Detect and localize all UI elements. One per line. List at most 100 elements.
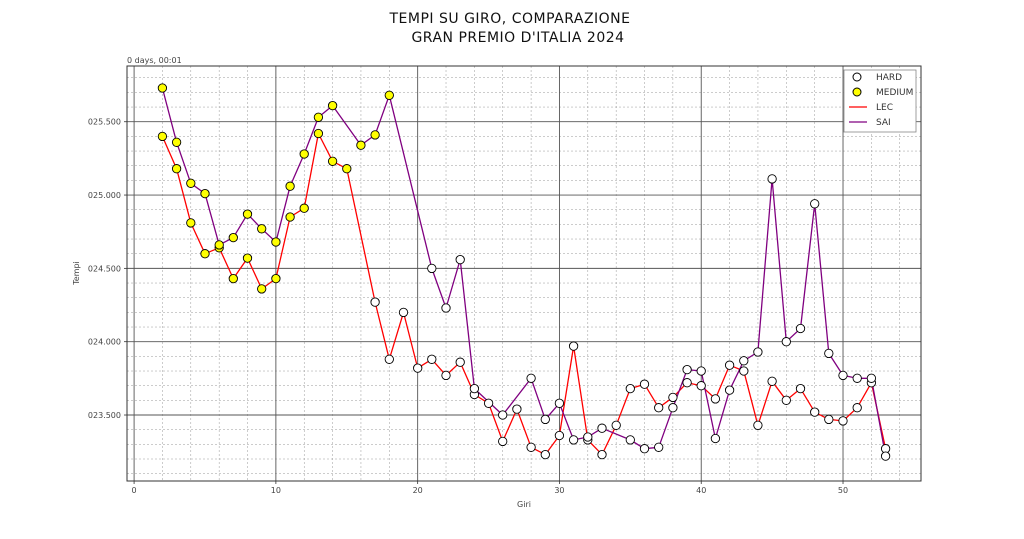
data-point-sai-medium — [327, 100, 338, 111]
data-point-sai-medium — [257, 224, 267, 234]
data-point-lec-medium — [157, 131, 168, 142]
data-point-sai-medium — [271, 237, 281, 247]
chart-title-line1: TEMPI SU GIRO, COMPARAZIONE — [389, 11, 631, 27]
y-tick-label: 025.000 — [88, 191, 121, 200]
y-offset-label: 0 days, 00:01 — [127, 56, 182, 65]
data-point-lec-hard — [852, 403, 862, 413]
data-point-sai-medium — [313, 112, 324, 122]
series-line-sai — [161, 87, 887, 457]
data-point-lec-hard — [540, 449, 550, 460]
data-point-lec-medium — [313, 128, 324, 139]
data-point-lec-medium — [342, 164, 352, 174]
data-point-sai-hard — [810, 199, 820, 209]
data-point-sai-medium — [157, 83, 168, 93]
legend-medium-marker — [852, 87, 862, 97]
data-point-lec-hard — [427, 354, 437, 364]
series-line-lec — [161, 132, 887, 456]
data-point-sai-medium — [356, 140, 366, 150]
data-point-lec-hard — [526, 442, 536, 452]
data-point-sai-hard — [710, 433, 721, 444]
x-tick-label: 10 — [271, 486, 281, 495]
data-point-sai-hard — [469, 383, 480, 394]
data-point-sai-hard — [767, 174, 777, 184]
data-point-lec-hard — [597, 449, 607, 460]
data-point-sai-hard — [498, 410, 508, 420]
y-tick-label: 024.500 — [88, 264, 121, 273]
data-point-lec-medium — [242, 253, 253, 263]
data-point-sai-hard — [781, 337, 791, 347]
data-point-sai-medium — [228, 232, 238, 243]
y-tick-label: 023.500 — [88, 411, 121, 420]
data-point-sai-hard — [696, 366, 706, 376]
data-point-sai-hard — [568, 435, 579, 445]
y-tick-label: 024.000 — [88, 338, 121, 347]
data-point-lec-hard — [483, 398, 494, 408]
data-point-sai-hard — [455, 254, 465, 265]
data-point-sai-hard — [654, 442, 664, 452]
data-point-lec-medium — [200, 249, 210, 259]
series-lines — [161, 87, 887, 457]
y-tick-label: 025.500 — [88, 118, 121, 127]
data-point-lec-hard — [724, 360, 735, 370]
data-point-lec-hard — [838, 416, 848, 426]
series-markers — [157, 83, 891, 461]
data-point-lec-medium — [271, 273, 281, 284]
data-point-lec-hard — [824, 414, 834, 425]
y-axis-ticks: 023.500 024.000 024.500 025.000 025.500 — [88, 118, 127, 420]
data-point-sai-medium — [384, 90, 394, 100]
data-point-sai-medium — [299, 149, 309, 159]
data-point-sai-hard — [753, 347, 763, 357]
x-tick-label: 50 — [838, 486, 848, 495]
data-point-lec-hard — [625, 383, 635, 394]
x-axis-label: Giri — [517, 500, 531, 509]
legend-label-medium: MEDIUM — [876, 88, 913, 98]
data-point-sai-hard — [625, 435, 635, 445]
data-point-lec-medium — [299, 203, 309, 213]
x-axis-ticks: 0 10 20 30 40 50 — [132, 481, 848, 495]
data-point-lec-medium — [186, 218, 196, 228]
data-point-sai-hard — [526, 373, 536, 383]
data-point-sai-hard — [880, 451, 891, 461]
data-point-sai-medium — [242, 209, 253, 219]
data-point-lec-hard — [739, 366, 749, 376]
data-point-lec-medium — [228, 273, 238, 284]
data-point-lec-hard — [810, 407, 820, 417]
chart-title-line2: GRAN PREMIO D'ITALIA 2024 — [411, 30, 624, 46]
data-point-lec-hard — [696, 381, 706, 391]
x-tick-label: 30 — [554, 486, 564, 495]
legend-label-sai: SAI — [876, 118, 891, 128]
data-point-lec-hard — [370, 297, 380, 307]
data-point-lec-hard — [498, 436, 508, 447]
data-point-sai-medium — [370, 130, 380, 140]
data-point-lec-hard — [753, 420, 763, 430]
x-tick-label: 20 — [413, 486, 423, 495]
data-point-lec-hard — [441, 370, 451, 381]
legend-label-lec: LEC — [876, 103, 893, 113]
data-point-sai-hard — [540, 414, 550, 425]
data-point-sai-hard — [838, 370, 848, 381]
data-point-sai-hard — [668, 403, 678, 413]
data-point-lec-hard — [710, 394, 721, 404]
legend-label-hard: HARD — [876, 73, 902, 83]
legend-hard-marker — [852, 72, 862, 82]
y-axis-label: Tempi — [72, 261, 81, 286]
data-point-lec-medium — [285, 212, 295, 222]
data-point-sai-hard — [682, 364, 692, 375]
data-point-sai-hard — [554, 398, 565, 408]
x-tick-label: 40 — [696, 486, 706, 495]
data-point-sai-hard — [824, 348, 834, 359]
data-point-lec-hard — [639, 379, 650, 389]
x-tick-label: 0 — [132, 486, 137, 495]
data-point-sai-hard — [852, 373, 862, 383]
legend: HARD MEDIUM LEC SAI — [843, 69, 917, 133]
data-point-sai-hard — [597, 423, 607, 433]
grid — [127, 66, 921, 481]
data-point-lec-hard — [413, 363, 423, 373]
data-point-lec-hard — [398, 307, 409, 318]
data-point-sai-medium — [186, 178, 196, 188]
data-point-lec-hard — [654, 403, 664, 413]
data-point-lec-hard — [384, 354, 394, 364]
data-point-sai-hard — [583, 432, 593, 442]
data-point-sai-hard — [441, 303, 451, 313]
